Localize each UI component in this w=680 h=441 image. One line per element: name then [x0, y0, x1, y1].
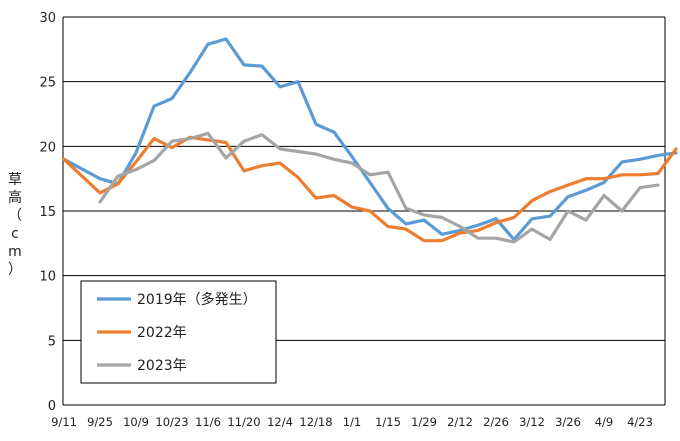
series-lines: [62, 37, 678, 244]
legend-label: 2023年: [137, 358, 187, 374]
y-tick-label: 10: [39, 270, 56, 285]
x-tick-label: 12/18: [299, 415, 332, 429]
y-label-char: 草: [8, 172, 22, 188]
x-tick-label: 4/9: [595, 415, 614, 429]
x-tick-label: 1/29: [411, 415, 437, 429]
x-tick-label: 1/15: [375, 415, 401, 429]
x-tick-label: 10/9: [123, 415, 149, 429]
x-tick-label: 3/26: [555, 415, 581, 429]
y-label-char: c: [11, 226, 19, 242]
legend-label: 2019年（多発生）: [137, 291, 257, 308]
plot-frame: [62, 17, 666, 406]
x-tick-label: 11/6: [195, 415, 221, 429]
y-axis-label: 草高 （ cm ）: [8, 172, 22, 278]
y-tick-label: 25: [39, 76, 56, 91]
x-tick-label: 2/12: [447, 415, 473, 429]
y-label-char: 高: [8, 189, 22, 206]
x-tick-label: 9/25: [87, 415, 113, 429]
y-tick-label: 5: [48, 334, 56, 349]
x-tick-label: 12/4: [267, 415, 293, 429]
x-tick-label: 4/23: [627, 415, 653, 429]
series-line: [98, 131, 660, 244]
series-line: [62, 37, 678, 242]
x-tick-label: 1/1: [343, 415, 362, 429]
y-tick-label: 15: [39, 205, 56, 220]
x-tick-label: 3/12: [519, 415, 545, 429]
x-tick-label: 2/26: [483, 415, 509, 429]
x-tick-label: 10/23: [155, 415, 188, 429]
legend: 2019年（多発生） 2022年 2023年: [80, 280, 277, 384]
series-line: [62, 135, 678, 243]
x-tick-label: 9/11: [51, 415, 77, 429]
x-tick-label: 11/20: [227, 415, 260, 429]
y-tick-label: 20: [39, 140, 56, 155]
y-label-char: m: [8, 244, 22, 260]
y-label-char: （: [8, 208, 22, 224]
y-tick-label: 0: [48, 399, 56, 414]
legend-label: 2022年: [137, 325, 187, 341]
x-tick-labels: 9/11 9/25 10/9 10/23 11/6 11/20 12/4 12/18 1/1 1/…: [51, 415, 653, 429]
y-label-char: ）: [8, 262, 22, 278]
y-tick-labels: 0 5 10 15 20 25 30: [39, 11, 56, 414]
y-tick-label: 30: [39, 11, 56, 26]
